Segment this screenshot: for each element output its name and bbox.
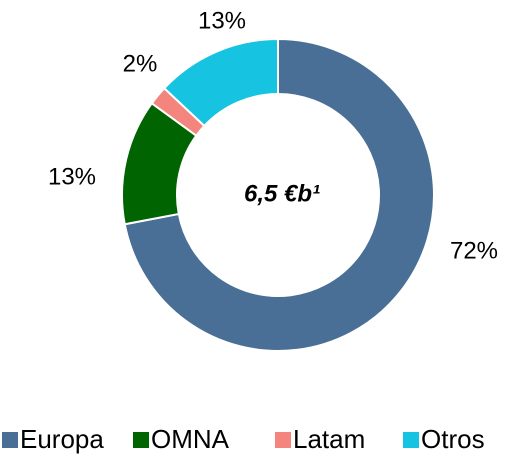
value-label: 2% [123, 50, 158, 77]
legend-swatch [275, 432, 291, 448]
value-label: 13% [48, 163, 96, 190]
slice [162, 37, 279, 128]
legend-label: Latam [293, 424, 365, 454]
legend-label: OMNA [151, 424, 230, 454]
legend-swatch [2, 432, 18, 448]
legend-label: Europa [20, 424, 104, 454]
slice [123, 37, 435, 352]
legend-swatch [133, 432, 149, 448]
legend-swatch [403, 432, 419, 448]
center-label: 6,5 €b¹ [244, 180, 320, 207]
value-label: 13% [198, 7, 246, 34]
value-label: 72% [450, 237, 498, 264]
legend-label: Otros [421, 424, 485, 454]
